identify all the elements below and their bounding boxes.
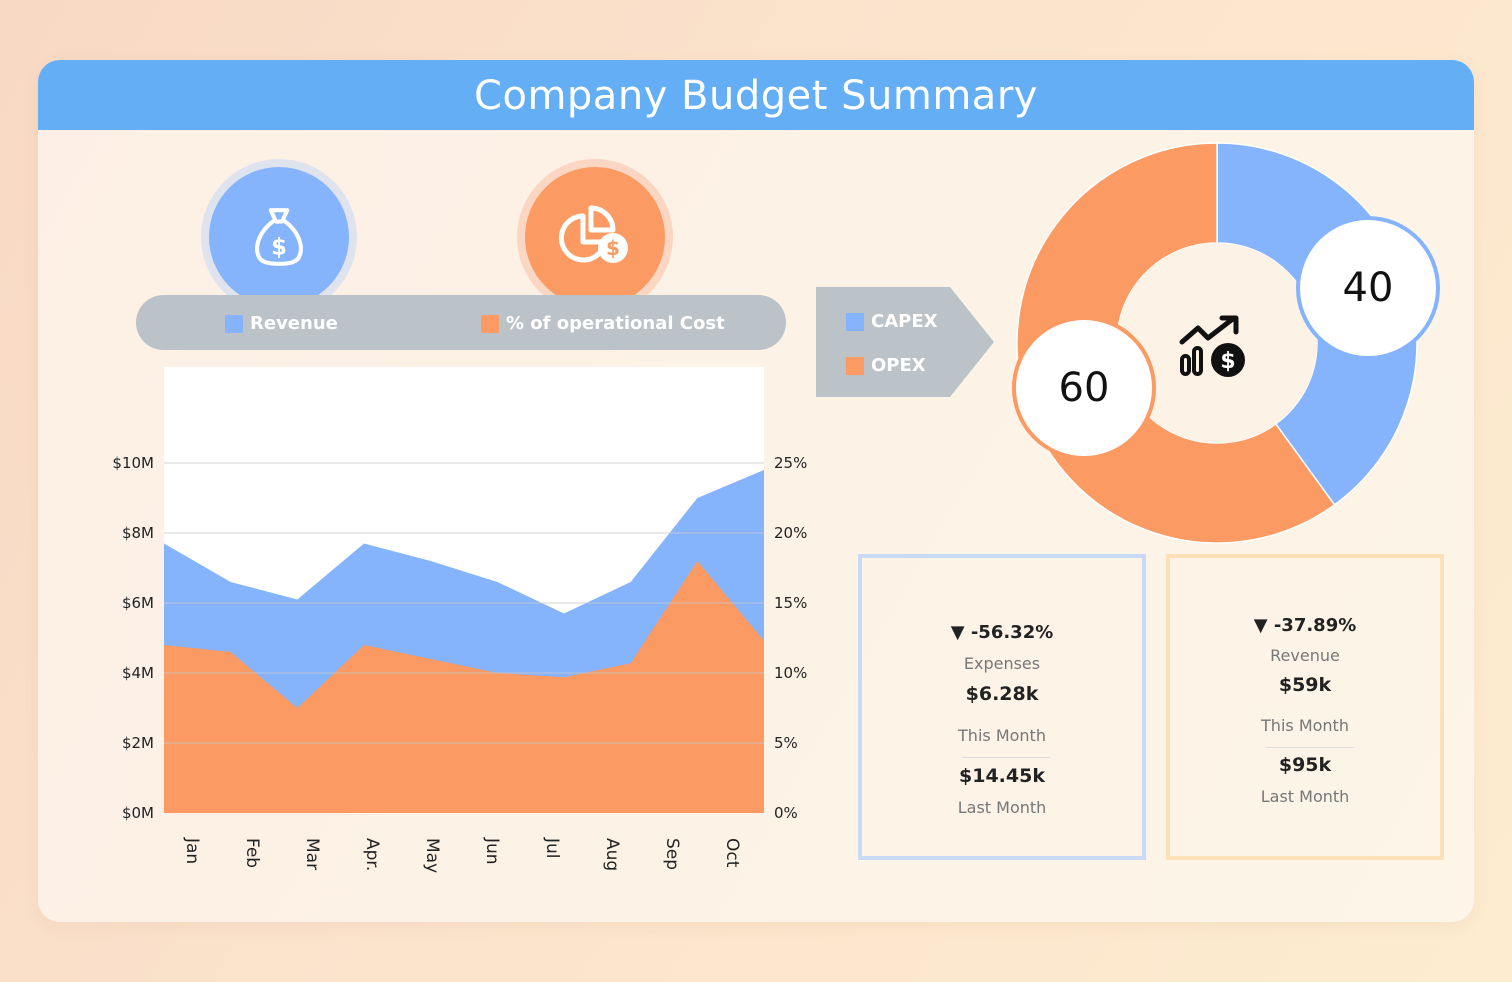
pie-dollar-icon: $: [558, 205, 628, 263]
x-tick-label: Apr.: [362, 838, 382, 871]
expenses-divider: [962, 757, 1050, 758]
expenses-change-value: -56.32%: [970, 622, 1054, 643]
legend-opex: OPEX: [846, 355, 926, 376]
x-tick-label: Jan: [182, 837, 202, 864]
legend-revenue-label: Revenue: [250, 313, 338, 334]
legend-op-cost: % of operational Cost: [481, 313, 725, 334]
x-tick-label: Aug: [602, 838, 622, 871]
capex-value: 40: [1342, 265, 1394, 311]
x-tick-label: May: [422, 838, 442, 873]
expenses-stat-box: ▼ -56.32% Expenses $6.28k This Month $14…: [858, 554, 1146, 860]
growth-dollar-icon: $: [1179, 315, 1245, 377]
legend-op-cost-label: % of operational Cost: [506, 313, 725, 334]
y-right-tick-label: 15%: [774, 594, 807, 612]
op-cost-swatch: [481, 314, 499, 333]
x-tick-label: Jul: [542, 837, 562, 859]
x-tick-label: Mar: [302, 838, 322, 870]
op-cost-area: [164, 561, 764, 813]
revenue-this-label: This Month: [1261, 716, 1349, 735]
revenue-last-value: $95k: [1278, 754, 1332, 776]
x-tick-label: Jun: [482, 837, 502, 865]
legend-opex-label: OPEX: [871, 355, 926, 376]
revenue-change-value: -37.89%: [1273, 615, 1357, 636]
y-left-tick-label: $2M: [122, 734, 154, 752]
expenses-change: ▼ -56.32%: [950, 622, 1054, 643]
revenue-icon-badge: $: [201, 159, 357, 315]
opex-value: 60: [1058, 365, 1110, 411]
y-left-tick-label: $8M: [122, 524, 154, 542]
expenses-label: Expenses: [963, 654, 1041, 673]
svg-text:$: $: [606, 236, 620, 260]
legend-revenue: Revenue: [225, 313, 338, 334]
revenue-last-label: Last Month: [1260, 787, 1350, 806]
x-tick-label: Feb: [242, 838, 262, 868]
y-left-tick-label: $4M: [122, 664, 154, 682]
donut-legend-arrow: [816, 287, 994, 397]
expenses-last-value: $14.45k: [959, 765, 1045, 787]
y-left-tick-label: $10M: [112, 454, 154, 472]
y-left-tick-label: $6M: [122, 594, 154, 612]
chart-legend: [136, 295, 786, 350]
revenue-divider: [1266, 747, 1354, 748]
revenue-label: Revenue: [1270, 646, 1340, 665]
y-right-tick-label: 10%: [774, 664, 807, 682]
expenses-this-label: This Month: [958, 726, 1046, 745]
legend-capex: CAPEX: [846, 311, 938, 332]
y-right-tick-label: 5%: [774, 734, 798, 752]
y-left-tick-label: $0M: [122, 804, 154, 822]
expenses-this-value: $6.28k: [965, 683, 1039, 705]
opex-swatch: [846, 356, 864, 375]
opex-value-bubble: 60: [1012, 316, 1156, 460]
revenue-change: ▼ -37.89%: [1253, 615, 1357, 636]
capex-value-bubble: 40: [1296, 216, 1440, 360]
revenue-stat-box: ▼ -37.89% Revenue $59k This Month $95k L…: [1166, 554, 1444, 860]
y-right-tick-label: 20%: [774, 524, 807, 542]
area-chart: $0M 0% $2M 5% $4M 10% $6M 15% $8M 20% $10M 25% Jan Fe…: [112, 367, 807, 873]
revenue-this-value: $59k: [1278, 674, 1332, 696]
money-bag-icon: $: [255, 208, 303, 266]
page-title: Company Budget Summary: [38, 60, 1474, 130]
revenue-swatch: [225, 314, 243, 333]
legend-capex-label: CAPEX: [871, 311, 938, 332]
cost-icon-badge: $: [517, 159, 673, 315]
donut-hole: [1117, 243, 1317, 443]
capex-swatch: [846, 312, 864, 331]
y-right-tick-label: 25%: [774, 454, 807, 472]
donut-center-icon-wrap: $: [1174, 312, 1254, 386]
x-tick-label: Oct: [722, 838, 742, 868]
expenses-last-label: Last Month: [957, 798, 1047, 817]
x-tick-label: Sep: [662, 838, 682, 870]
svg-text:$: $: [1220, 349, 1235, 374]
svg-text:$: $: [271, 235, 287, 261]
y-right-tick-label: 0%: [774, 804, 798, 822]
